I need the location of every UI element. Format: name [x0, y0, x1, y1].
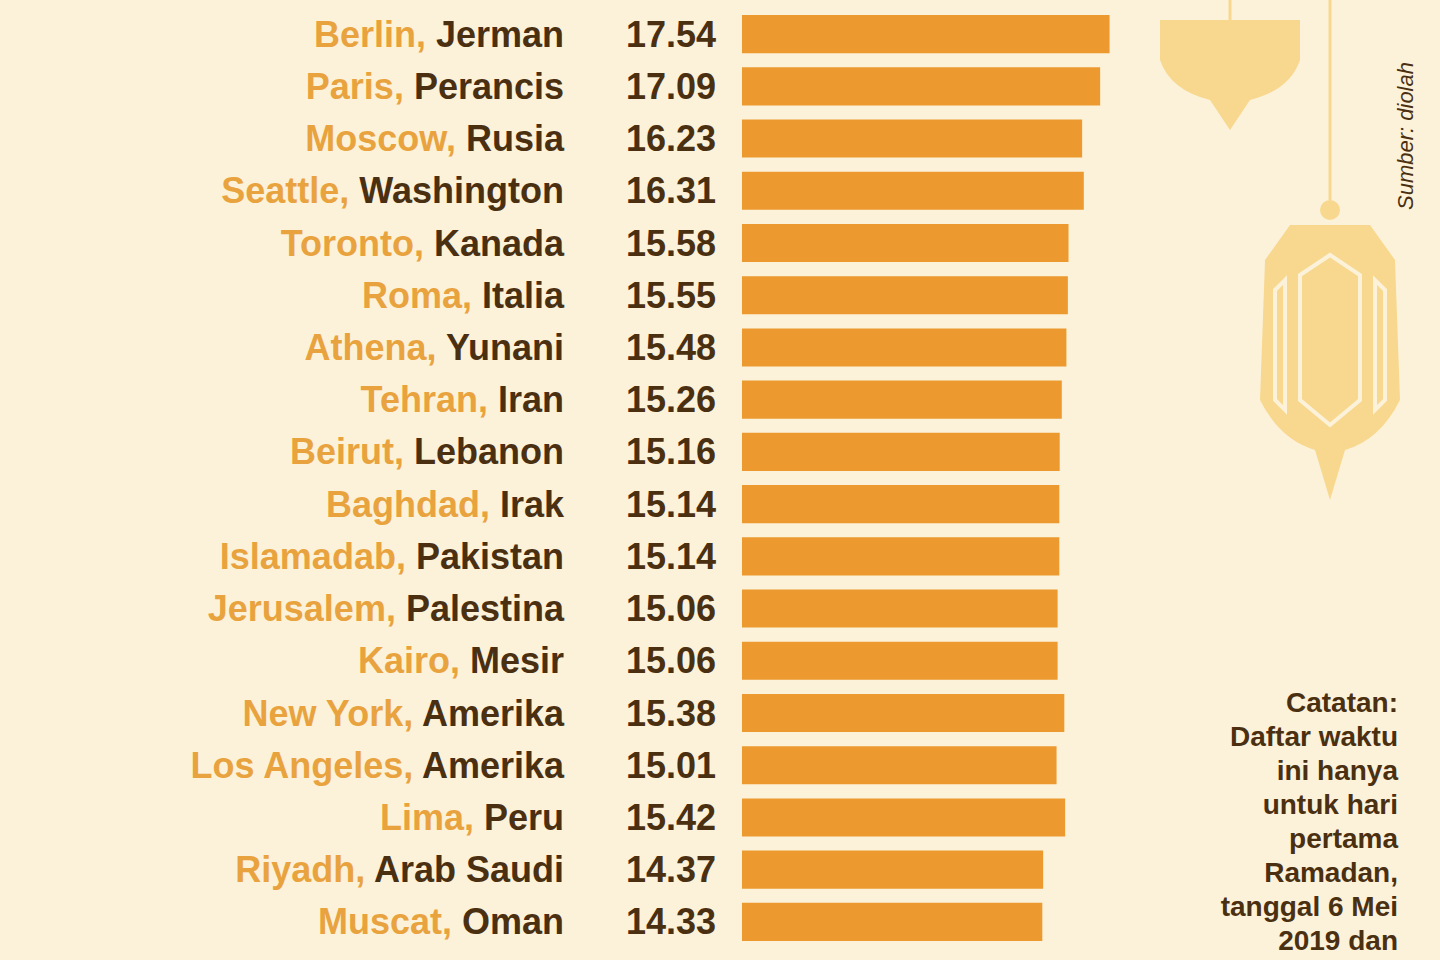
html-text:Ramadan,: Ramadan, [1264, 857, 1398, 888]
svg-text:15.14: 15.14 [626, 484, 716, 525]
svg-text:15.06: 15.06 [626, 640, 716, 681]
svg-text:Lima, Peru: Lima, Peru [380, 797, 564, 838]
svg-text:Moscow, Rusia: Moscow, Rusia [305, 118, 565, 159]
svg-text:15.42: 15.42 [626, 797, 716, 838]
html-text:untuk hari: untuk hari [1262, 789, 1398, 820]
html-text:Sumber: diolah: Sumber: diolah [1393, 62, 1418, 210]
svg-text:New York, Amerika: New York, Amerika [243, 693, 565, 734]
svg-text:Roma, Italia: Roma, Italia [362, 275, 565, 316]
svg-text:15.38: 15.38 [626, 693, 716, 734]
svg-text:15.58: 15.58 [626, 223, 716, 264]
svg-text:15.55: 15.55 [626, 275, 716, 316]
html-text:2019 dan: 2019 dan [1278, 925, 1398, 956]
svg-text:15.06: 15.06 [626, 588, 716, 629]
svg-text:14.37: 14.37 [626, 849, 716, 890]
svg-text:17.09: 17.09 [626, 66, 716, 107]
svg-text:Berlin, Jerman: Berlin, Jerman [314, 14, 564, 55]
svg-text:Athena, Yunani: Athena, Yunani [305, 327, 564, 368]
svg-text:Paris, Perancis: Paris, Perancis [306, 66, 564, 107]
svg-text:Toronto, Kanada: Toronto, Kanada [281, 223, 565, 264]
html-text:tanggal 6 Mei: tanggal 6 Mei [1220, 891, 1398, 922]
svg-text:15.01: 15.01 [626, 745, 716, 786]
svg-text:Muscat, Oman: Muscat, Oman [318, 901, 564, 942]
svg-text:Baghdad, Irak: Baghdad, Irak [326, 484, 565, 525]
html-text:Daftar waktu: Daftar waktu [1230, 721, 1398, 752]
svg-text:Kairo, Mesir: Kairo, Mesir [358, 640, 564, 681]
svg-text:16.23: 16.23 [626, 118, 716, 159]
html-text:pertama: pertama [1289, 823, 1398, 854]
svg-text:15.26: 15.26 [626, 379, 716, 420]
svg-text:17.54: 17.54 [626, 14, 716, 55]
html-text:Catatan:: Catatan: [1286, 687, 1398, 718]
svg-text:15.48: 15.48 [626, 327, 716, 368]
svg-text:Islamadab, Pakistan: Islamadab, Pakistan [220, 536, 564, 577]
svg-text:15.16: 15.16 [626, 431, 716, 472]
svg-text:Beirut, Lebanon: Beirut, Lebanon [290, 431, 564, 472]
svg-text:14.33: 14.33 [626, 901, 716, 942]
svg-text:Jerusalem, Palestina: Jerusalem, Palestina [208, 588, 565, 629]
svg-text:Tehran, Iran: Tehran, Iran [361, 379, 564, 420]
html-text:ini hanya: ini hanya [1276, 755, 1398, 786]
svg-text:16.31: 16.31 [626, 170, 716, 211]
svg-text:Seattle, Washington: Seattle, Washington [221, 170, 564, 211]
svg-text:15.14: 15.14 [626, 536, 716, 577]
svg-text:Los Angeles, Amerika: Los Angeles, Amerika [191, 745, 565, 786]
svg-text:Riyadh, Arab Saudi: Riyadh, Arab Saudi [235, 849, 564, 890]
